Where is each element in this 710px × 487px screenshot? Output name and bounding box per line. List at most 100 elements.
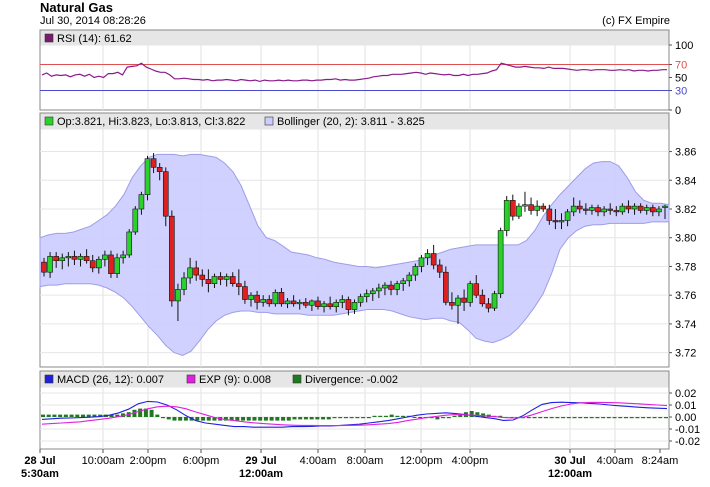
divergence-bar [235,417,240,421]
candle-bear [217,276,224,280]
divergence-bar [578,417,583,419]
candle-bull [516,205,522,217]
price-tick-label: 3.74 [675,319,696,331]
candle-bear [315,300,321,307]
candle-bull [491,293,498,309]
candle-bear [613,210,620,213]
candle-bull [382,284,388,289]
divergence-bar [429,417,434,419]
candle-bear [461,297,467,303]
divergence-bar [263,417,268,421]
divergence-bar [349,417,354,419]
candle-bull [662,205,668,208]
panel-legend-bar [40,113,669,130]
divergence-bar [155,414,160,417]
divergence-bar [292,417,297,420]
candle-bear [473,283,480,296]
divergence-bar [498,415,503,417]
candle-bull [406,274,413,282]
candle-bear [436,264,443,273]
candle-bear [71,256,78,260]
candle-bull [95,258,102,269]
candle-bull [631,205,638,210]
candle-bear [53,256,59,262]
divergence-bar [212,417,217,421]
legend-label: Divergence: -0.002 [305,374,398,386]
candle-bull [570,205,577,213]
divergence-bar [646,417,651,419]
divergence-bar [658,417,663,419]
candle-bull [114,257,120,274]
divergence-bar [452,415,457,417]
candle-bear [229,276,236,284]
candle-bull [309,300,315,306]
divergence-bar [378,415,383,417]
divergence-bar [435,417,440,420]
candle-bear [546,208,553,221]
candle-bull [223,276,230,280]
candle-bull [601,208,607,213]
divergence-bar [606,417,611,419]
divergence-bar [246,417,251,421]
price-tick-label: 3.86 [675,147,696,159]
price-tick-label: 3.82 [675,204,696,216]
divergence-bar [458,414,463,417]
candle-bear [485,303,492,309]
candle-bear [89,260,96,269]
divergence-bar [241,417,246,421]
divergence-bar [583,417,588,419]
divergence-bar [201,417,206,421]
panel-legend-bar [40,30,669,46]
divergence-bar [58,414,63,417]
divergence-bar [446,417,451,419]
candle-bear [108,254,114,274]
divergence-bar [441,417,446,419]
candle-bull [144,158,151,195]
candle-bull [102,254,108,260]
legend-swatch [44,116,54,126]
price-tick-label: 3.84 [675,175,696,187]
candle-bear [576,205,583,210]
candle-bull [321,303,327,307]
price-tick-label: 3.80 [675,233,696,245]
divergence-bar [229,417,234,421]
candle-bull [497,230,504,295]
candle-bull [656,208,662,213]
candle-bull [589,207,595,211]
candle-bull [376,287,382,292]
divergence-bar [572,417,577,419]
divergence-bar [109,414,114,417]
x-tick-sublabel: 5:30am [21,468,59,480]
candle-bull [120,254,126,259]
x-tick-label: 28 Jul [24,455,55,467]
divergence-bar [41,414,45,417]
candle-bull [138,194,145,210]
x-tick-label: 29 Jul [245,455,276,467]
divergence-bar [589,417,594,419]
legend-label: MACD (26, 12): 0.007 [57,374,164,386]
divergence-bar [629,417,634,419]
x-tick-label: 2:00pm [130,455,167,467]
candle-bull [424,253,431,259]
x-tick-label: 10:00am [82,455,125,467]
candle-bear [637,205,644,211]
divergence-bar [81,414,86,417]
divergence-bar [46,414,51,417]
divergence-bar [269,417,274,421]
candle-bull [357,296,364,303]
candle-bear [302,302,309,306]
candle-bear [583,208,589,211]
divergence-bar [543,417,548,419]
divergence-bar [372,415,377,417]
candle-bear [345,299,352,310]
candle-bear [540,205,547,210]
divergence-bar [549,417,554,419]
candle-bear [528,204,534,211]
candle-bull [260,299,266,303]
divergence-bar [343,417,348,419]
candle-bear [449,302,455,306]
candle-bull [132,208,139,233]
candle-bear [552,220,559,223]
